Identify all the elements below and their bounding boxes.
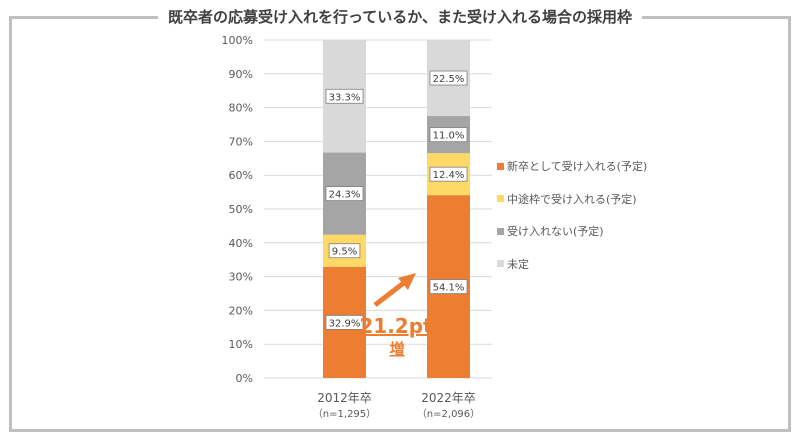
y-tick-label: 30% [229,271,253,284]
y-tick-label: 40% [229,237,253,250]
x-tick-label: 2012年卒 [317,391,372,405]
y-tick-label: 10% [229,338,253,351]
legend-item: 中途枠で受け入れる(予定) [497,183,647,216]
data-label-box [429,279,468,294]
legend-swatch [497,260,504,268]
x-tick-label: 2022年卒 [421,391,476,405]
data-label: 32.9% [329,318,361,329]
data-label: 11.0% [433,131,465,142]
x-tick-note: （n=2,096） [417,408,480,420]
legend-swatch [497,227,504,235]
y-tick-label: 80% [229,102,253,115]
legend-label: 中途枠で受け入れる(予定) [507,192,637,206]
data-label: 12.4% [433,170,465,181]
legend-label: 受け入れない(予定) [507,225,604,239]
arrow-head [398,273,416,290]
annotation-suffix: 増 [389,340,404,358]
x-tick-note: （n=1,295） [313,408,376,420]
y-tick-label: 90% [229,68,253,81]
data-label: 22.5% [433,74,465,85]
increase-arrow [373,280,407,307]
y-tick-label: 50% [229,203,253,216]
legend-swatch [497,195,504,203]
legend-label: 未定 [507,257,529,271]
y-tick-label: 100% [222,34,253,47]
chart-title: 既卒者の応募受け入れを行っているか、また受け入れる場合の採用枠 [0,6,800,27]
legend-label: 新卒として受け入れる(予定) [507,160,648,174]
legend-item: 未定 [497,248,647,281]
data-label: 9.5% [332,247,357,258]
data-label-box [429,166,468,182]
legend-item: 受け入れない(予定) [497,215,647,248]
data-label: 33.3% [329,92,361,103]
data-label-box [328,243,361,259]
data-label-box [325,314,364,330]
data-label: 24.3% [329,190,361,201]
data-label-box [429,70,468,86]
data-label-box [325,88,364,104]
legend: 新卒として受け入れる(予定) 中途枠で受け入れる(予定) 受け入れない(予定) 未定 [497,150,647,280]
y-tick-label: 60% [229,169,253,182]
y-tick-label: 20% [229,304,253,317]
legend-swatch [497,162,504,170]
y-tick-label: 70% [229,135,253,148]
legend-item: 新卒として受け入れる(予定) [497,150,647,183]
data-label-box [325,186,364,202]
data-label-box [429,127,468,143]
y-tick-label: 0% [236,372,253,385]
annotation-value: 21.2pt [359,314,433,338]
data-label: 54.1% [433,283,465,294]
